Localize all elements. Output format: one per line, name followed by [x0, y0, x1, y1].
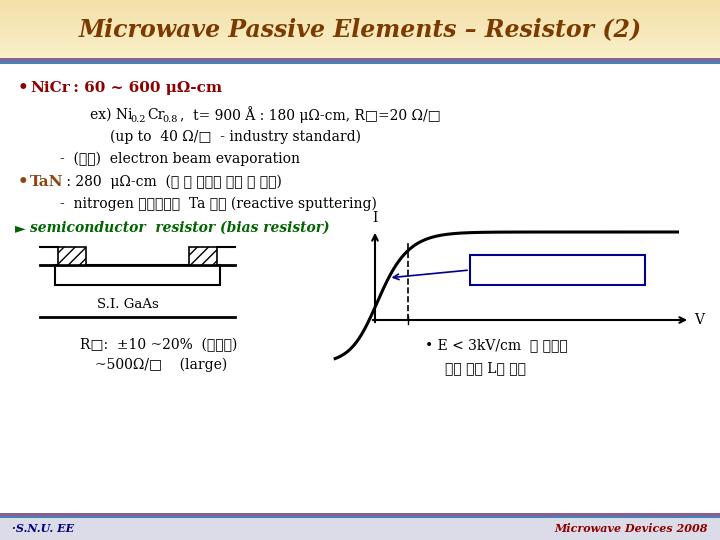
- Text: R□:  ±10 ~20%  (부정확): R□: ±10 ~20% (부정확): [80, 338, 238, 352]
- Bar: [0, 54, 720, 55]
- Bar: [0, 7, 720, 8]
- Bar: [0, 58, 720, 61]
- Bar: [0, 56, 720, 57]
- Bar: [0, 19, 720, 20]
- Bar: [0, 50, 720, 51]
- Text: ·S.N.U. EE: ·S.N.U. EE: [12, 523, 74, 535]
- Bar: [0, 47, 720, 48]
- Bar: [0, 28, 720, 29]
- Text: (up to  40 Ω/□  - industry standard): (up to 40 Ω/□ - industry standard): [110, 130, 361, 144]
- Text: 0.8: 0.8: [162, 114, 177, 124]
- Text: ~500Ω/□    (large): ~500Ω/□ (large): [95, 358, 228, 372]
- Bar: [0, 32, 720, 33]
- Bar: [0, 38, 720, 39]
- Bar: [0, 43, 720, 44]
- Bar: [0, 5, 720, 6]
- Bar: [0, 3, 720, 4]
- Bar: [0, 31, 720, 32]
- Bar: [0, 13, 720, 14]
- Bar: [0, 57, 720, 58]
- Bar: [0, 1, 720, 2]
- Bar: [0, 21, 720, 22]
- Text: : 280  μΩ-cm  (좀 더 정확한 저항 값 구현): : 280 μΩ-cm (좀 더 정확한 저항 값 구현): [62, 175, 282, 189]
- Bar: [0, 55, 720, 56]
- Text: Cr: Cr: [147, 108, 164, 122]
- Bar: [0, 46, 720, 47]
- Bar: [0, 16, 720, 17]
- Bar: [0, 23, 720, 24]
- Bar: [0, 6, 720, 7]
- Bar: [0, 17, 720, 18]
- Bar: [0, 18, 720, 19]
- Text: semiconductor  resistor (bias resistor): semiconductor resistor (bias resistor): [30, 221, 330, 235]
- Bar: [0, 0, 720, 1]
- Text: V: V: [694, 313, 704, 327]
- Bar: [0, 44, 720, 45]
- Text: Linear 염역에서만 사용: Linear 염역에서만 사용: [504, 264, 611, 276]
- Text: 0.2: 0.2: [130, 114, 145, 124]
- Bar: [0, 22, 720, 23]
- Bar: [0, 9, 720, 10]
- Bar: [0, 516, 720, 518]
- Text: S.I. GaAs: S.I. GaAs: [96, 299, 158, 312]
- Bar: [0, 513, 720, 516]
- Bar: [470, 255, 645, 285]
- Bar: [0, 42, 720, 43]
- Bar: [0, 33, 720, 34]
- Bar: [0, 4, 720, 5]
- Text: •: •: [18, 79, 29, 97]
- Text: 저항 길이 L을 결정: 저항 길이 L을 결정: [445, 361, 526, 375]
- Text: : 60 ~ 600 μΩ-cm: : 60 ~ 600 μΩ-cm: [68, 81, 222, 95]
- Bar: [0, 39, 720, 40]
- Bar: [0, 30, 720, 31]
- Text: ,  t= 900 Å : 180 μΩ-cm, R□=20 Ω/□: , t= 900 Å : 180 μΩ-cm, R□=20 Ω/□: [180, 106, 441, 124]
- Bar: [55, 265, 220, 285]
- Text: TaN: TaN: [30, 175, 63, 189]
- Text: Microwave Devices 2008: Microwave Devices 2008: [554, 523, 708, 535]
- Bar: [0, 45, 720, 46]
- Bar: [0, 40, 720, 41]
- Bar: [0, 53, 720, 54]
- Bar: [0, 51, 720, 52]
- Bar: [0, 8, 720, 9]
- Bar: [0, 518, 720, 540]
- Text: -  nitrogen 분위기에서  Ta 증착 (reactive sputtering): - nitrogen 분위기에서 Ta 증착 (reactive sputter…: [60, 197, 377, 211]
- Bar: [0, 29, 720, 30]
- Bar: [0, 24, 720, 25]
- Bar: [0, 35, 720, 36]
- Bar: [0, 12, 720, 13]
- Bar: [58, 247, 86, 265]
- Bar: [0, 15, 720, 16]
- Text: •: •: [18, 173, 29, 191]
- Bar: [0, 36, 720, 37]
- Bar: [0, 37, 720, 38]
- Bar: [0, 11, 720, 12]
- Bar: [0, 52, 720, 53]
- Bar: [0, 25, 720, 26]
- Bar: [0, 2, 720, 3]
- Text: I: I: [372, 211, 378, 225]
- Bar: [0, 27, 720, 28]
- Bar: [0, 61, 720, 64]
- Bar: [0, 48, 720, 49]
- Bar: [189, 247, 217, 265]
- Bar: [0, 14, 720, 15]
- Text: NiCr: NiCr: [30, 81, 70, 95]
- Bar: [0, 26, 720, 27]
- Bar: [0, 49, 720, 50]
- Text: ex) Ni: ex) Ni: [90, 108, 132, 122]
- Bar: [0, 34, 720, 35]
- Text: • E < 3kV/cm  가 되도록: • E < 3kV/cm 가 되도록: [425, 338, 568, 352]
- Bar: [0, 10, 720, 11]
- Text: -  (가열)  electron beam evaporation: - (가열) electron beam evaporation: [60, 152, 300, 166]
- Text: Microwave Passive Elements – Resistor (2): Microwave Passive Elements – Resistor (2…: [78, 17, 642, 41]
- Bar: [0, 20, 720, 21]
- Text: ►: ►: [15, 221, 26, 235]
- Text: N -GaAs: N -GaAs: [109, 268, 166, 281]
- Bar: [0, 41, 720, 42]
